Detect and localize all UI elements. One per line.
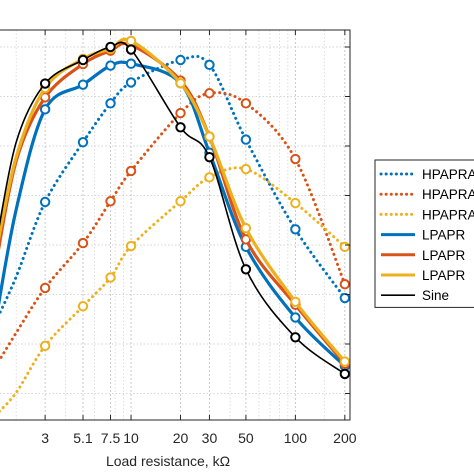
data-point [240, 222, 252, 234]
x-axis-label: Load resistance, kΩ [106, 453, 230, 469]
data-point [339, 356, 350, 367]
series-2 [0, 88, 350, 363]
data-point [240, 98, 252, 109]
data-point [204, 151, 215, 163]
data-point [240, 163, 252, 175]
data-point [39, 104, 51, 115]
x-tick-label: 200 [333, 430, 357, 446]
legend-label: LPAPR [422, 228, 466, 243]
data-point [77, 301, 89, 312]
series-2-line [0, 91, 347, 363]
data-point [339, 292, 350, 304]
legend-label: HPAPRA [422, 187, 474, 202]
data-point [290, 153, 301, 165]
series-1-line [0, 54, 347, 316]
legend-label: LPAPR [422, 248, 466, 263]
series-7 [0, 41, 350, 380]
x-tick-label: 20 [173, 430, 189, 446]
data-point [175, 77, 186, 89]
data-point [39, 78, 51, 89]
legend-label: Sine [422, 288, 449, 303]
series-4 [0, 58, 350, 372]
data-point [125, 77, 137, 88]
data-point [39, 340, 51, 352]
data-point [105, 196, 116, 207]
series-1 [0, 54, 350, 316]
x-tick-label: 30 [202, 430, 218, 446]
data-point [105, 41, 116, 53]
data-point [125, 240, 137, 252]
series-7-line [0, 41, 346, 375]
data-point [240, 234, 252, 245]
data-point [77, 137, 89, 148]
legend-label: HPAPRA [422, 207, 474, 222]
data-point [39, 282, 51, 294]
data-point [175, 54, 186, 66]
series-6 [0, 35, 350, 367]
data-point [77, 237, 89, 249]
axes-box [0, 29, 351, 421]
data-point [204, 59, 215, 71]
x-tick-label: 3 [41, 430, 49, 446]
data-point [125, 44, 137, 55]
series-3 [0, 163, 350, 413]
x-tick-label: 7.5 [101, 430, 121, 446]
data-point [105, 98, 116, 109]
data-point [125, 165, 137, 177]
data-point [125, 58, 137, 69]
data-point [290, 224, 301, 235]
data-point [204, 88, 215, 99]
data-point [339, 368, 350, 380]
data-point [175, 196, 186, 207]
data-point [77, 54, 89, 66]
data-point [240, 264, 252, 275]
data-point [39, 196, 51, 208]
legend[interactable]: HPAPRA HPAPRA HPAPRA LPAPR LPAPR LPAPR Sine [374, 159, 474, 308]
plot-area [0, 35, 350, 413]
legend-label: HPAPRA [422, 167, 474, 182]
data-point [240, 134, 252, 145]
data-point [105, 60, 116, 71]
data-point [339, 241, 350, 253]
data-point [204, 131, 215, 142]
legend-label: LPAPR [422, 268, 466, 283]
data-point [105, 272, 116, 283]
x-ticks: 3 5.1 7.5 10 20 30 50 100 200 [41, 30, 357, 446]
data-point [339, 279, 350, 290]
data-point [175, 122, 186, 133]
data-point [290, 197, 301, 209]
data-point [77, 79, 89, 90]
data-point [290, 312, 301, 323]
data-point [290, 296, 301, 307]
data-point [125, 35, 137, 47]
x-tick-label: 100 [284, 430, 308, 446]
series-group [0, 35, 350, 413]
data-point [204, 172, 215, 183]
data-point [175, 107, 186, 119]
x-tick-label: 10 [123, 430, 139, 446]
data-point [290, 332, 301, 343]
x-tick-label: 50 [238, 430, 254, 446]
x-tick-label: 5.1 [73, 430, 93, 446]
